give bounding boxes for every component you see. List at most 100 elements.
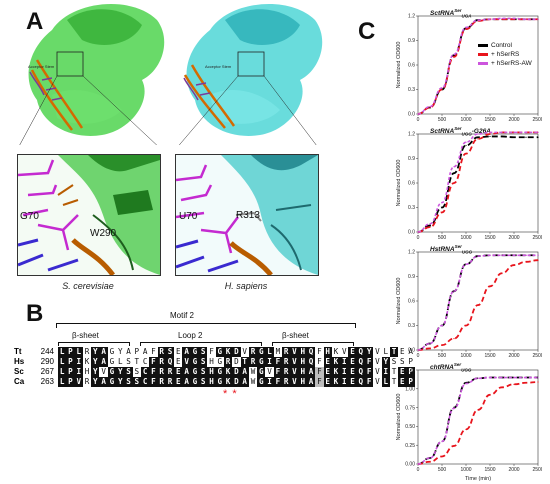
plot-frame [417,369,539,465]
x-tick-label: 0 [417,235,420,240]
residue: V [290,377,299,387]
data-point [537,259,539,261]
x-tick-label: 0 [417,117,420,122]
residue: L [116,357,125,367]
x-tick-label: 2000 [508,117,519,122]
residue: I [74,357,83,367]
residue: V [240,347,249,357]
y-axis-label: Normalized OD600 [396,42,402,89]
residue: Y [91,347,100,357]
residue: A [99,377,108,387]
data-point [465,428,467,431]
data-point [525,261,527,263]
residue: V [290,367,299,377]
residue: F [207,347,216,357]
hs-species-label: H. sapiens [224,281,268,291]
residue: P [132,347,141,357]
series-line [417,254,538,351]
loop-label: Loop 2 [178,331,203,340]
data-point [441,87,443,89]
residue: Y [116,377,125,387]
residue: I [340,377,349,387]
residue: R [282,357,291,367]
y-tick-label: 1.2 [408,132,415,138]
data-point [489,131,491,133]
data-point [525,18,527,20]
series-line [417,254,538,351]
residue: S [132,367,141,377]
y-axis-label: Normalized OD600 [396,394,402,441]
residue: E [174,367,183,377]
data-point [489,285,491,287]
motif-bracket [56,323,356,328]
legend-item: + hSerRS-AW [478,59,548,68]
chart-1: SctRNASerUGA 0.0 0.3 0.6 0.9 1.2 0 500 1000 1500… [392,6,542,122]
panel-a-letter: A [26,8,44,35]
residue: A [306,367,316,377]
residue: G [257,357,266,367]
data-point [417,113,419,115]
data-point [453,407,455,409]
residue: Q [306,357,316,367]
data-point [477,304,479,306]
data-point [513,376,515,379]
residue: G [107,347,117,357]
data-point [441,455,443,458]
data-point [525,382,527,384]
residue: R [223,357,233,367]
residue: L [381,377,390,387]
beta-right-bracket [272,342,354,346]
residue: Y [91,357,100,367]
y-tick-label: 0.75 [405,405,415,411]
seq-start: 244 [40,347,54,356]
beta-left-bracket [58,342,130,346]
residue: H [207,377,216,387]
residue: F [315,367,324,377]
data-point [465,28,467,30]
residue: A [182,347,191,357]
seq-start: 263 [40,377,54,386]
residue: P [406,357,415,367]
data-point [429,223,431,225]
legend-swatch [478,44,488,47]
residue: V [182,357,191,367]
series-line [417,131,538,233]
residue: E [323,357,332,367]
loop-bracket [140,342,262,346]
y-tick-label: 1.00 [405,387,415,393]
data-point [477,136,479,138]
data-point [477,255,479,257]
data-point [465,144,467,147]
residue: A [240,377,249,387]
residue: E [348,347,357,357]
data-point [453,290,455,292]
data-point [489,376,491,379]
data-point [453,166,455,168]
x-tick-label: 1000 [460,467,471,473]
residue: E [398,367,407,377]
residue: K [331,347,341,357]
chart-4: chtRNASerUGG 0.00 0.25 0.50 0.75 1.00 1.25 0 50… [392,360,542,484]
residue: W [248,367,258,377]
y-tick-label: 0.6 [408,299,415,305]
data-point [525,136,527,138]
x-tick-label: 1000 [460,235,471,240]
y-tick-label: 0.3 [408,323,415,329]
data-point [441,202,443,204]
legend-label: + hSerRS-AW [491,60,532,67]
sc-zoom-image [18,155,160,275]
residue: F [315,357,324,367]
residue: I [381,367,390,377]
residue: R [282,347,291,357]
residue: S [199,347,208,357]
residue: R [157,357,166,367]
data-point [537,381,539,383]
residue: G [215,377,224,387]
residue: H [298,357,307,367]
plot-frame [417,133,539,233]
residue: E [348,377,357,387]
residue: A [240,367,249,377]
